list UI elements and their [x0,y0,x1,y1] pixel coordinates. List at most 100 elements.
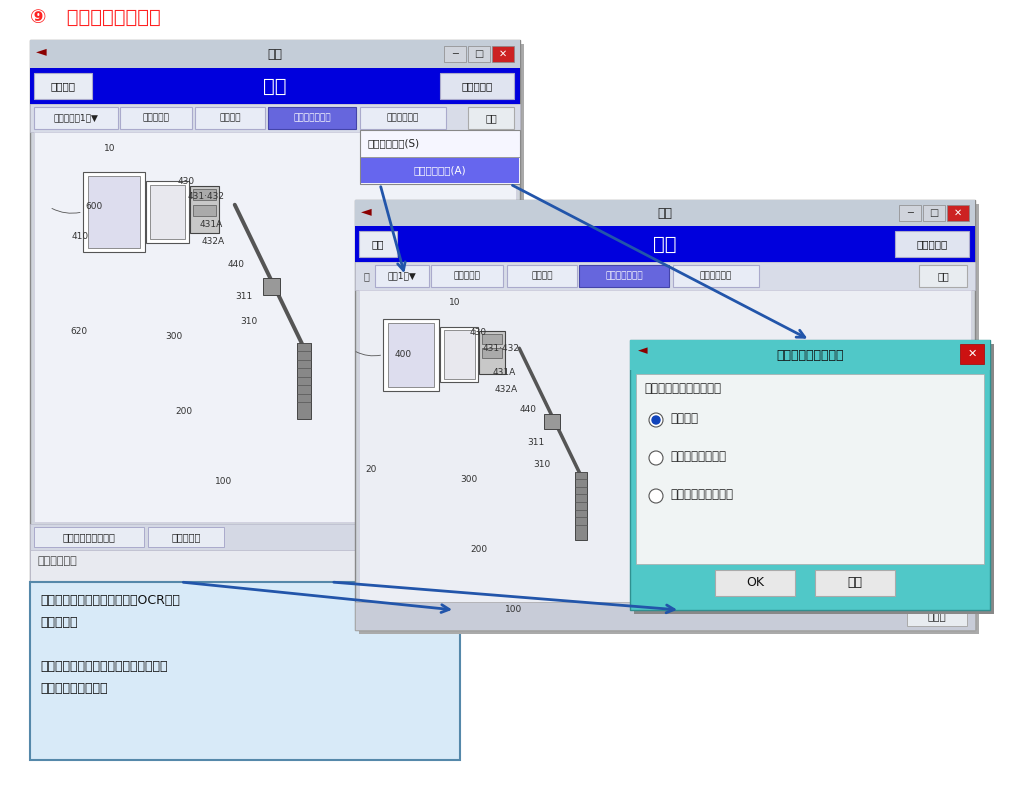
Bar [355,602,975,630]
Text: 440: 440 [228,260,245,269]
Bar [479,331,505,374]
Text: 取符号的起头文字。: 取符号的起头文字。 [40,682,107,695]
Bar [151,185,186,239]
Text: （无输入。）: （无输入。） [38,556,77,566]
Bar [355,200,975,630]
Text: 显示主界面: 显示主界面 [461,81,492,91]
Text: 200: 200 [175,407,192,416]
Text: 310: 310 [240,317,257,326]
Bar [34,44,524,604]
Text: 显示主界面: 显示主界面 [916,239,947,249]
Text: 100: 100 [505,605,522,614]
Text: ─: ─ [452,49,458,59]
Bar [355,262,975,290]
Text: 附图菜单: 附图菜单 [219,113,240,122]
Bar [630,340,990,610]
Text: 附图: 附图 [263,76,287,95]
Bar [355,200,975,226]
Bar [387,323,434,386]
Bar [715,570,795,596]
Bar [30,524,520,550]
Bar [359,204,979,634]
Text: 显示全附图: 显示全附图 [142,113,169,122]
Text: 取消: 取消 [847,577,863,589]
Bar [923,205,945,221]
Text: 删除: 删除 [937,271,948,281]
Text: 符号的自动提取: 符号的自动提取 [605,272,643,281]
Bar [360,130,520,184]
Bar [467,107,514,129]
Text: 附图: 附图 [267,47,283,61]
Bar [34,527,144,547]
Text: ◄: ◄ [638,344,648,357]
Bar [30,40,520,600]
Circle shape [649,451,663,465]
Bar [359,290,971,602]
Text: ◄: ◄ [36,44,46,58]
Bar [673,265,759,287]
Text: 仅用数字: 仅用数字 [670,412,698,425]
Text: 数值或大写英文字母: 数值或大写英文字母 [670,488,733,501]
Bar [34,132,516,522]
Text: 【附图说明】的内容: 【附图说明】的内容 [63,532,116,542]
Text: 为了减少提取时的干扰，可指定附图提: 为了减少提取时的干扰，可指定附图提 [40,660,167,673]
Bar [467,46,490,62]
Text: ◄: ◄ [361,204,372,218]
Text: OK: OK [746,577,764,589]
Text: ✕: ✕ [498,49,507,59]
Bar [193,188,216,200]
Bar [30,104,520,132]
Text: 显示符号列表: 显示符号列表 [387,113,419,122]
Text: 300: 300 [165,332,183,341]
Bar [361,158,519,183]
Bar [444,330,475,379]
Text: 311: 311 [235,292,252,301]
Text: 431A: 431A [493,368,516,377]
Bar [263,278,280,296]
Bar [148,527,224,547]
Text: 打开: 打开 [372,239,384,249]
Bar [268,107,356,129]
Text: ✕: ✕ [967,349,976,359]
Bar [482,334,503,344]
Bar [360,107,446,129]
Bar [895,231,969,257]
Bar [147,181,189,243]
Bar [30,40,520,68]
Text: 『图1』▼: 『图1』▼ [388,272,416,281]
Text: 432A: 432A [495,385,518,394]
Bar [88,177,139,247]
Bar [120,107,192,129]
Text: 400: 400 [395,350,412,359]
Bar [579,265,669,287]
Text: 620: 620 [70,327,87,336]
Text: 附图：『图1』▼: 附图：『图1』▼ [54,113,98,122]
Bar [383,318,439,391]
Text: 200: 200 [470,545,487,554]
Text: 显示说明书: 显示说明书 [171,532,200,542]
Text: 430: 430 [470,328,487,337]
Text: 10: 10 [104,144,116,153]
Text: 431A: 431A [200,220,223,229]
Text: 显示全附图: 显示全附图 [453,272,481,281]
Circle shape [649,413,663,427]
Bar [960,344,983,364]
Bar [815,570,895,596]
Bar [431,265,503,287]
Text: 再显示: 再显示 [928,611,946,621]
Bar [190,186,219,233]
Text: 440: 440 [520,405,537,414]
Bar [83,172,144,252]
Bar [507,265,577,287]
Text: 100: 100 [215,477,232,486]
Bar [195,107,265,129]
Text: 一并提取。: 一并提取。 [40,616,77,629]
Bar [34,107,118,129]
Text: □: □ [930,208,939,218]
Bar [34,73,92,99]
Text: 指定抽出符号的起头文字: 指定抽出符号的起头文字 [644,382,721,395]
Bar [544,414,559,429]
Bar [630,340,990,370]
Text: 附图: 附图 [657,206,673,220]
Text: 430: 430 [178,177,195,186]
